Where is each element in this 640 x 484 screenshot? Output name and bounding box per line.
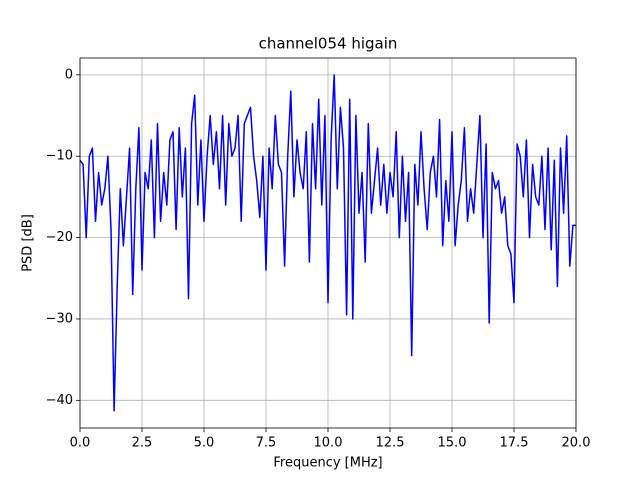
x-tick-label: 0.0 — [70, 436, 91, 451]
y-tick-label: −40 — [46, 393, 73, 408]
x-tick-label: 10.0 — [314, 436, 343, 451]
y-tick-label: −30 — [46, 311, 73, 326]
y-tick-label: −10 — [46, 149, 73, 164]
y-axis-label: PSD [dB] — [21, 214, 36, 272]
y-tick-label: −20 — [46, 230, 73, 245]
x-tick-label: 2.5 — [132, 436, 153, 451]
line-series — [79, 74, 576, 412]
x-tick-label: 12.5 — [376, 436, 405, 451]
x-tick-label: 20.0 — [562, 436, 591, 451]
plot-frame — [79, 57, 577, 429]
y-tick-label: 0 — [65, 67, 73, 82]
x-tick-label: 7.5 — [256, 436, 277, 451]
x-tick-label: 17.5 — [500, 436, 529, 451]
x-tick-label: 5.0 — [194, 436, 215, 451]
x-tick-label: 15.0 — [438, 436, 467, 451]
chart-title: channel054 higain — [259, 35, 398, 53]
x-axis-label: Frequency [MHz] — [273, 456, 382, 471]
